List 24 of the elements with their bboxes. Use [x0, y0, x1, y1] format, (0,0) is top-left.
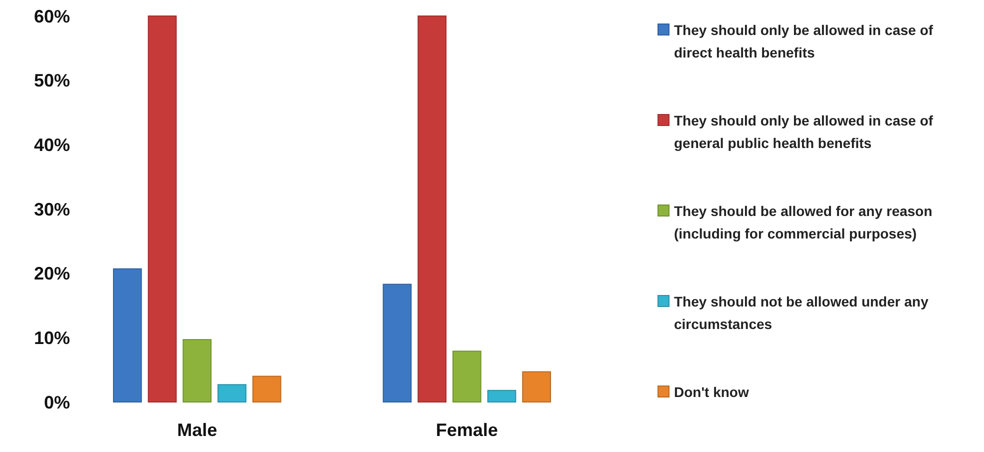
- bar: [452, 350, 482, 402]
- bar: [112, 268, 142, 402]
- y-tick-label: 20%: [34, 264, 70, 284]
- bar: [218, 384, 246, 402]
- legend-label: They should only be allowed in case of direct health benefits: [674, 22, 934, 60]
- bar: [487, 390, 516, 402]
- legend-label: They should be allowed for any reason (including for commercial purposes): [674, 202, 932, 242]
- legend-label: They should not be allowed under any circumstances: [674, 293, 929, 332]
- legend-label: Don't know: [674, 384, 749, 400]
- bar: [252, 376, 282, 402]
- y-tick-label: 0%: [44, 392, 70, 412]
- legend-label: They should only be allowed in case of general public health benefits: [674, 112, 934, 151]
- x-tick-label: Female: [436, 420, 498, 440]
- bar: [182, 339, 212, 402]
- bar: [418, 16, 446, 402]
- x-tick-label: Male: [177, 420, 218, 440]
- y-tick-label: 60%: [34, 6, 70, 26]
- bar: [148, 16, 177, 402]
- y-tick-label: 50%: [34, 70, 70, 91]
- y-tick-label: 40%: [34, 134, 70, 155]
- bar: [382, 284, 412, 402]
- y-tick-label: 10%: [34, 328, 70, 348]
- y-tick-label: 30%: [34, 199, 70, 220]
- bar: [522, 371, 552, 402]
